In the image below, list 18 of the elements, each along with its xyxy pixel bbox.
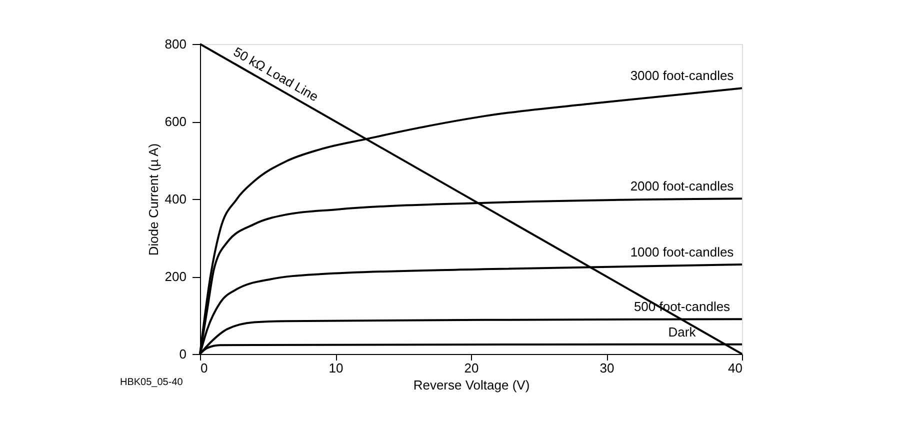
x-tick-label: 0	[200, 360, 208, 376]
text: 50 kΩ Load Line	[230, 44, 321, 104]
x-tick-label: 30	[600, 360, 614, 376]
x-tick-label: 40	[728, 360, 742, 376]
x-tick-label: 10	[328, 360, 344, 376]
x-axis-title: Reverse Voltage (V)	[413, 378, 530, 392]
y-tick-label: 600	[164, 114, 186, 129]
y-tick-label: 200	[164, 269, 186, 284]
text: HBK05_05-40	[120, 377, 184, 388]
y-tick-label: 800	[164, 36, 186, 52]
series-label: 2000 foot-candles	[630, 178, 734, 194]
y-tick-label: 0	[179, 346, 186, 362]
y-axis-title: Diode Current (µ A)	[146, 143, 161, 256]
series-label: 1000 foot-candles	[630, 244, 734, 260]
x-tick-label: 20	[464, 360, 479, 376]
series-label: Dark	[668, 324, 696, 340]
series-label: 3000 foot-candles	[630, 68, 734, 84]
y-tick-label: 400	[164, 192, 186, 206]
